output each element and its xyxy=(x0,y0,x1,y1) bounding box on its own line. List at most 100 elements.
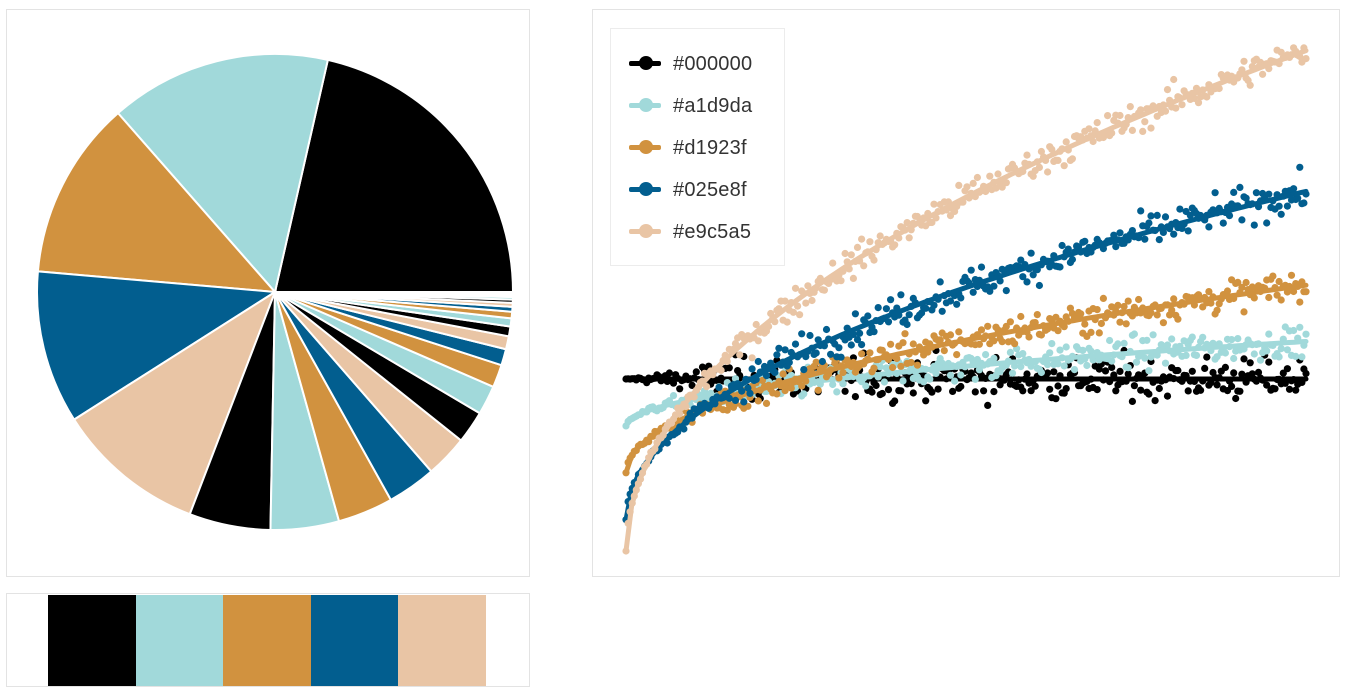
scatter-point xyxy=(1050,368,1058,376)
legend-dot-marker xyxy=(639,56,653,70)
scatter-point xyxy=(725,364,733,372)
scatter-point xyxy=(1184,227,1192,235)
scatter-point xyxy=(1302,288,1310,296)
scatter-point xyxy=(1174,366,1182,375)
scatter-point xyxy=(1124,370,1132,378)
scatter-point xyxy=(800,390,808,398)
scatter-point xyxy=(839,368,847,377)
legend-dot-marker xyxy=(639,140,653,154)
scatter-point xyxy=(1085,125,1093,133)
scatter-point xyxy=(946,371,955,379)
scatter-point xyxy=(1124,364,1132,372)
scatter-point xyxy=(853,243,862,251)
scatter-point xyxy=(1143,336,1151,344)
scatter-point xyxy=(1141,235,1149,243)
scatter-point xyxy=(829,259,837,267)
scatter-point xyxy=(884,386,893,394)
scatter-point xyxy=(1087,328,1095,336)
color-swatch-panel xyxy=(6,593,530,687)
scatter-point xyxy=(953,300,961,308)
scatter-point xyxy=(1296,323,1304,331)
scatter-point xyxy=(1054,382,1062,390)
scatter-point xyxy=(800,366,808,374)
scatter-point xyxy=(754,397,762,405)
scatter-point xyxy=(870,256,878,264)
scatter-point xyxy=(1054,327,1062,335)
color-swatch xyxy=(135,595,224,686)
scatter-point xyxy=(791,284,800,292)
scatter-point xyxy=(1236,387,1244,395)
scatter-point xyxy=(1234,335,1242,343)
pie-chart-panel xyxy=(6,9,530,577)
legend-label: #a1d9da xyxy=(673,95,753,117)
legend-item: #e9c5a5 xyxy=(611,217,784,247)
legend-dot-marker xyxy=(639,224,653,238)
scatter-point xyxy=(1023,151,1031,159)
scatter-point xyxy=(1037,368,1045,377)
scatter-point xyxy=(669,392,678,400)
scatter-point xyxy=(969,179,977,187)
scatter-point xyxy=(1044,168,1052,176)
scatter-point xyxy=(905,234,913,242)
scatter-point xyxy=(868,388,876,396)
scatter-point xyxy=(1128,227,1136,235)
scatter-point xyxy=(748,365,756,373)
scatter-point xyxy=(973,173,981,182)
scatter-point xyxy=(1273,291,1281,299)
scatter-point xyxy=(1054,360,1062,368)
scatter-point xyxy=(1221,349,1229,357)
scatter-point xyxy=(1116,367,1124,375)
scatter-point xyxy=(1054,156,1062,164)
scatter-point xyxy=(1151,397,1159,405)
scatter-point xyxy=(1046,349,1054,357)
scatter-point xyxy=(1230,354,1238,363)
scatter-point xyxy=(903,320,911,329)
scatter-point xyxy=(1265,358,1273,366)
scatter-point xyxy=(1052,395,1060,403)
scatter-point xyxy=(1265,293,1273,302)
scatter-point xyxy=(1093,119,1101,127)
scatter-point xyxy=(990,337,998,345)
scatter-point xyxy=(1182,351,1190,359)
scatter-point xyxy=(804,282,812,290)
scatter-point xyxy=(903,219,911,227)
scatter-point xyxy=(1269,272,1277,280)
scatter-point xyxy=(1027,249,1035,257)
scatter-point xyxy=(1058,241,1066,250)
scatter-point xyxy=(1234,278,1242,286)
scatter-point xyxy=(1283,365,1291,373)
scatter-point xyxy=(812,358,820,366)
legend-item: #d1923f xyxy=(611,133,784,163)
scatter-point xyxy=(909,340,917,348)
scatter-point xyxy=(858,341,866,349)
scatter-point xyxy=(1277,296,1285,304)
scatter-point xyxy=(862,382,870,390)
scatter-point xyxy=(897,362,905,370)
scatter-point xyxy=(827,350,835,358)
scatter-point xyxy=(1079,346,1087,354)
scatter-point xyxy=(822,325,831,334)
scatter-point xyxy=(1101,367,1110,375)
scatter-point xyxy=(773,351,781,359)
scatter-point xyxy=(1275,353,1283,361)
scatter-point xyxy=(1275,277,1283,286)
scatter-point xyxy=(1292,386,1300,394)
scatter-point xyxy=(1271,385,1279,393)
scatter-point xyxy=(1141,118,1149,126)
scatter-point xyxy=(1112,243,1120,251)
scatter-point xyxy=(984,401,992,409)
scatter-point xyxy=(1046,385,1054,393)
scatter-point xyxy=(1174,315,1182,323)
scatter-point xyxy=(1298,353,1306,361)
scatter-point xyxy=(860,262,868,270)
scatter-point xyxy=(1254,368,1263,376)
scatter-point xyxy=(975,340,983,348)
series-trend-line xyxy=(623,282,1309,476)
scatter-point xyxy=(1116,111,1124,120)
scatter-point xyxy=(982,351,990,359)
scatter-point xyxy=(1238,283,1246,291)
scatter-point xyxy=(746,389,754,397)
scatter-point xyxy=(1062,385,1070,393)
scatter-point xyxy=(1192,351,1201,359)
scatter-point xyxy=(1006,318,1014,326)
